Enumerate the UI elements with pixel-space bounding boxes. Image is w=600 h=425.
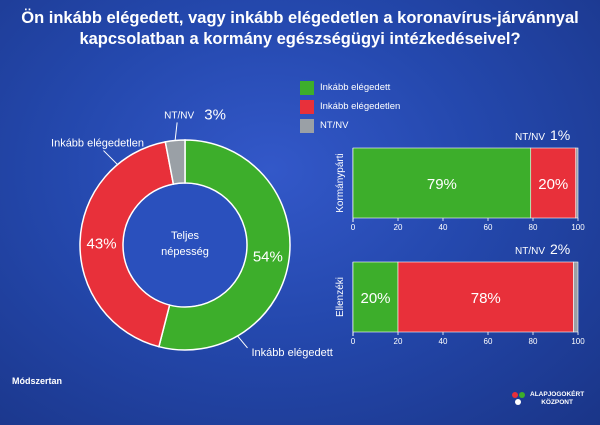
title-line-2: kapcsolatban a kormány egészségügyi inté…	[79, 30, 521, 48]
bar-tick-label-opposition-4: 80	[529, 337, 538, 346]
donut-slice-dissatisfied	[79, 140, 175, 348]
legend-swatch-satisfied	[300, 80, 314, 95]
bar-value-opposition-satisfied: 20%	[360, 290, 390, 307]
legend-label-satisfied: Inkább elégedett	[320, 82, 391, 93]
legend-item-satisfied: Inkább elégedett	[300, 78, 400, 97]
bar-tick-label-government-5: 100	[571, 223, 585, 232]
bar-outside-label-government: NT/NV	[515, 132, 545, 143]
bar-outside-label-opposition: NT/NV	[515, 246, 545, 257]
logo: ALAPJOGOKÉRT KÖZPONT	[512, 391, 584, 407]
bar-segment-opposition-dont-know	[573, 261, 579, 333]
footer-title: Módszertan	[12, 376, 63, 386]
title-line-1: Ön inkább elégedett, vagy inkább elégede…	[21, 9, 579, 27]
bar-segment-opposition-dissatisfied	[397, 261, 574, 333]
legend-item-dont-know: NT/NV	[300, 116, 400, 135]
bar-category-government: Kormánypárti	[335, 153, 346, 212]
bar-tick-label-government-0: 0	[351, 223, 356, 232]
donut-center	[124, 184, 246, 306]
bar-tick-label-government-3: 60	[484, 223, 493, 232]
donut-value-satisfied: 54%	[253, 248, 283, 265]
bar-tick-label-government-1: 20	[394, 223, 403, 232]
bar-value-government-dissatisfied: 20%	[538, 176, 568, 193]
logo-line-1: ALAPJOGOKÉRT	[530, 391, 585, 398]
bar-value-government-satisfied: 79%	[427, 176, 457, 193]
bar-value-opposition-dissatisfied: 78%	[471, 290, 501, 307]
logo-text: ALAPJOGOKÉRT KÖZPONT	[530, 391, 584, 407]
donut-category-dissatisfied: Inkább elégedetlen	[51, 138, 144, 150]
bar-tick-label-opposition-1: 20	[394, 337, 403, 346]
bar-tick-label-government-2: 40	[439, 223, 448, 232]
bar-value-opposition-dont-know: 2%	[550, 241, 570, 257]
bar-tick-label-opposition-3: 60	[484, 337, 493, 346]
legend-swatch-dont-know	[300, 118, 314, 133]
bar-tick-label-opposition-0: 0	[351, 337, 356, 346]
chart-title: Ön inkább elégedett, vagy inkább elégede…	[20, 8, 580, 50]
donut-category-dont-know: NT/NV	[164, 110, 194, 121]
donut-center-label-line-1: Teljes	[171, 230, 200, 242]
donut-slice-dont-know	[164, 139, 186, 185]
bar-segment-opposition-satisfied	[352, 261, 399, 333]
bar-segment-government-dissatisfied	[530, 147, 577, 219]
bar-tick-label-opposition-5: 100	[571, 337, 585, 346]
donut-leader-dissatisfied	[103, 150, 118, 165]
bar-category-opposition: Ellenzéki	[335, 277, 346, 317]
bar-segment-government-dont-know	[575, 147, 579, 219]
legend-swatch-dissatisfied	[300, 99, 314, 114]
donut-center-label-line-2: népesség	[161, 246, 209, 258]
donut-value-dont-know: 3%	[204, 106, 226, 123]
bar-value-government-dont-know: 1%	[550, 127, 570, 143]
bar-segment-government-satisfied	[352, 147, 532, 219]
bar-tick-label-government-4: 80	[529, 223, 538, 232]
legend-label-dont-know: NT/NV	[320, 120, 349, 131]
legend-item-dissatisfied: Inkább elégedetlen	[300, 97, 400, 116]
legend: Inkább elégedett Inkább elégedetlen NT/N…	[300, 78, 400, 135]
bar-tick-label-opposition-2: 40	[439, 337, 448, 346]
donut-category-satisfied: Inkább elégedett	[252, 347, 333, 359]
donut-value-dissatisfied: 43%	[87, 235, 117, 252]
donut-leader-dont-know	[174, 122, 178, 141]
donut-slice-satisfied	[157, 139, 291, 351]
logo-line-2: KÖZPONT	[541, 399, 573, 406]
legend-label-dissatisfied: Inkább elégedetlen	[320, 101, 401, 112]
logo-mark-icon	[512, 392, 526, 406]
donut-leader-satisfied	[237, 335, 248, 349]
